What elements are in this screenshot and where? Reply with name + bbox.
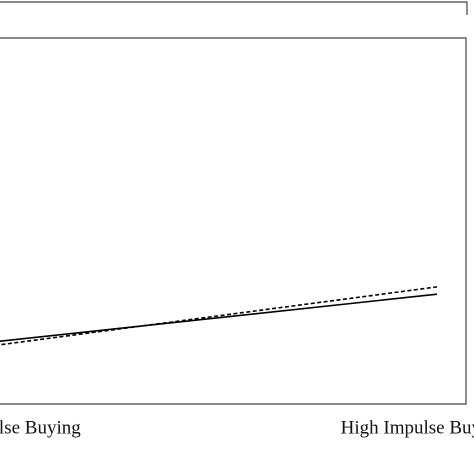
line-series — [0, 286, 438, 346]
x-tick-label: High Impulse Buying — [341, 417, 474, 438]
x-tick-label: Low Impulse Buying — [0, 417, 81, 438]
outer-frame — [0, 1, 468, 15]
plot-frame — [0, 37, 467, 405]
line-series — [0, 293, 438, 343]
